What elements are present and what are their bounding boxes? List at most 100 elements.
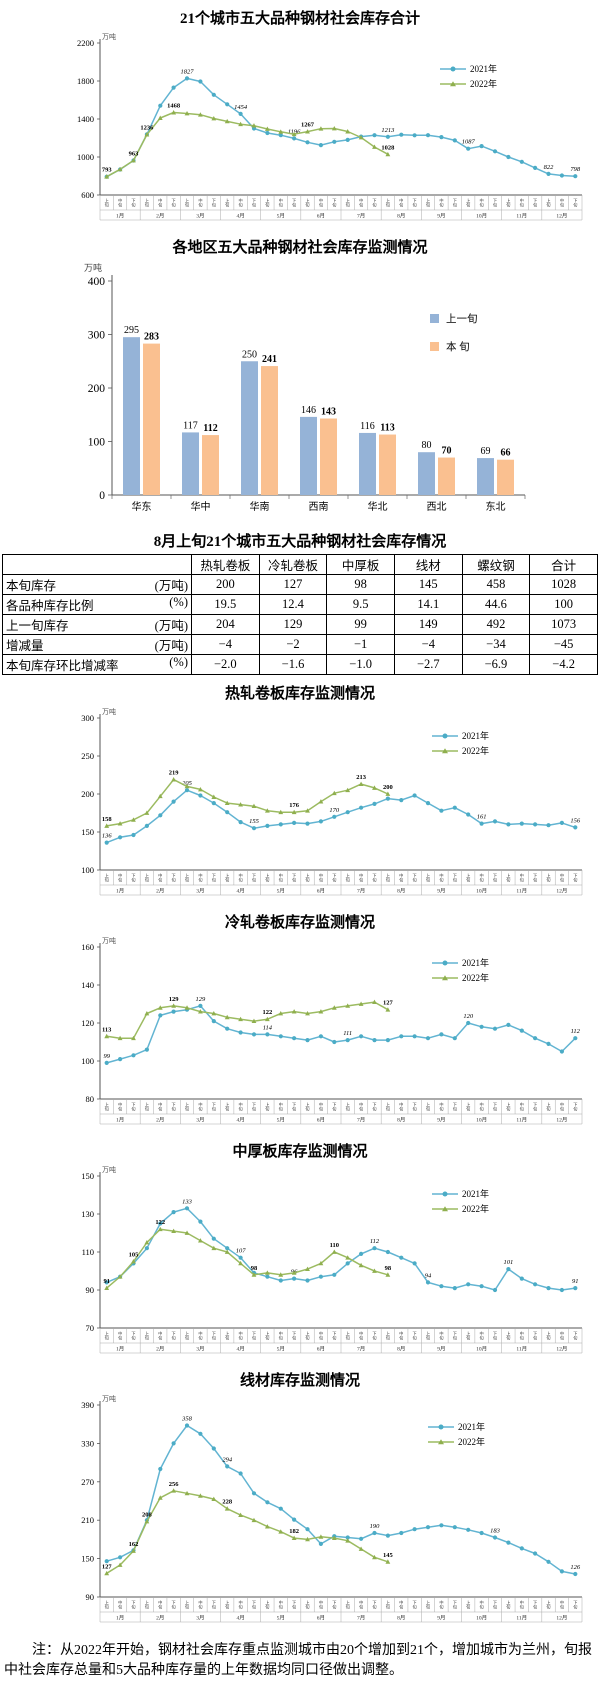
table-value-cell: 127 <box>258 574 328 595</box>
data-labels-2021年: 358 294 190 183 126 <box>181 1415 581 1570</box>
table-corner-cell <box>2 554 192 575</box>
svg-text:下旬: 下旬 <box>292 1331 296 1342</box>
svg-text:中旬: 中旬 <box>238 872 242 884</box>
row-label-cell: 本旬库存环比增减率 (%) <box>2 654 192 675</box>
svg-text:129: 129 <box>169 996 180 1003</box>
svg-text:华中: 华中 <box>191 500 211 513</box>
row-label-cell: 本旬库存 (万吨) <box>2 574 192 595</box>
svg-text:130: 130 <box>81 1209 94 1219</box>
table-value-cell: −1.6 <box>258 654 328 675</box>
svg-text:上旬: 上旬 <box>305 1599 309 1611</box>
svg-text:155: 155 <box>249 818 260 825</box>
data-labels-2021年: 99 129 114 111 120 112 <box>103 996 580 1060</box>
svg-text:中旬: 中旬 <box>399 1599 403 1611</box>
svg-text:中旬: 中旬 <box>319 872 323 884</box>
svg-text:上旬: 上旬 <box>145 1330 149 1342</box>
svg-text:113: 113 <box>380 423 394 434</box>
svg-text:下旬: 下旬 <box>493 1331 497 1342</box>
table-value-cell: 200 <box>191 574 260 595</box>
svg-text:2月: 2月 <box>156 1117 164 1124</box>
svg-text:上旬: 上旬 <box>185 872 189 884</box>
svg-text:9月: 9月 <box>437 888 445 895</box>
svg-text:下旬: 下旬 <box>292 873 296 884</box>
svg-text:70: 70 <box>442 446 452 457</box>
svg-text:295: 295 <box>124 325 139 336</box>
svg-text:上旬: 上旬 <box>265 1101 269 1113</box>
svg-text:5月: 5月 <box>277 1346 285 1353</box>
data-labels-2022年: 793 963 1236 1468 1267 1028 <box>102 103 395 174</box>
svg-text:1800: 1800 <box>77 76 94 86</box>
svg-text:中旬: 中旬 <box>118 1599 122 1611</box>
svg-text:80: 80 <box>422 440 432 451</box>
axes: 600 1000 1400 1800 2200 万吨 <box>77 32 582 200</box>
svg-text:中旬: 中旬 <box>158 197 162 209</box>
svg-text:上旬: 上旬 <box>466 1599 470 1611</box>
table-header-cell: 热轧卷板 <box>191 554 260 575</box>
table-value-cell: 149 <box>393 614 463 635</box>
svg-text:10月: 10月 <box>476 1346 487 1353</box>
svg-text:中旬: 中旬 <box>560 197 564 209</box>
svg-text:上旬: 上旬 <box>145 1599 149 1611</box>
svg-text:7月: 7月 <box>357 1615 365 1622</box>
svg-text:11月: 11月 <box>516 1117 527 1124</box>
row-label-cell: 上一旬库存 (万吨) <box>2 614 192 635</box>
svg-text:160: 160 <box>81 942 94 952</box>
svg-text:下旬: 下旬 <box>533 1600 537 1611</box>
svg-text:上旬: 上旬 <box>466 1101 470 1113</box>
svg-text:9月: 9月 <box>437 1117 445 1124</box>
svg-text:下旬: 下旬 <box>292 1600 296 1611</box>
svg-text:390: 390 <box>81 1400 94 1410</box>
cold-rolled-line-chart: 80100120140160万吨上旬中旬下旬上旬中旬下旬上旬中旬下旬上旬中旬下旬… <box>81 936 583 1125</box>
svg-text:上一旬: 上一旬 <box>446 312 478 325</box>
svg-text:127: 127 <box>102 1563 113 1570</box>
svg-text:上旬: 上旬 <box>466 197 470 209</box>
svg-text:107: 107 <box>236 1248 247 1255</box>
svg-text:上旬: 上旬 <box>265 1599 269 1611</box>
wire-rod-line-chart: 90150210270330390万吨上旬中旬下旬上旬中旬下旬上旬中旬下旬上旬中… <box>81 1394 583 1623</box>
svg-text:上旬: 上旬 <box>426 197 430 209</box>
table-value-cell: 98 <box>326 574 395 595</box>
svg-text:300: 300 <box>88 330 106 342</box>
svg-text:205: 205 <box>182 780 193 787</box>
svg-text:中旬: 中旬 <box>198 1101 202 1113</box>
chart-title-wire-rod: 线材库存监测情况 <box>239 1373 360 1389</box>
svg-text:400: 400 <box>88 276 106 288</box>
svg-text:99: 99 <box>103 1053 110 1060</box>
svg-text:下旬: 下旬 <box>332 198 336 209</box>
svg-text:下旬: 下旬 <box>131 1331 135 1342</box>
svg-text:下旬: 下旬 <box>533 198 537 209</box>
svg-text:中旬: 中旬 <box>359 1330 363 1342</box>
svg-text:3月: 3月 <box>196 1615 204 1622</box>
svg-text:上旬: 上旬 <box>145 872 149 884</box>
svg-text:2022年: 2022年 <box>462 972 489 983</box>
table-value-cell: 9.5 <box>326 594 395 615</box>
svg-text:94: 94 <box>425 1272 432 1279</box>
svg-text:330: 330 <box>81 1438 94 1448</box>
svg-text:上旬: 上旬 <box>426 1101 430 1113</box>
svg-text:150: 150 <box>81 1554 94 1564</box>
svg-text:上旬: 上旬 <box>346 872 350 884</box>
svg-text:10月: 10月 <box>476 1117 487 1124</box>
svg-text:中旬: 中旬 <box>359 1599 363 1611</box>
svg-text:270: 270 <box>81 1477 94 1487</box>
table-value-cell: −1.0 <box>326 654 395 675</box>
svg-text:中旬: 中旬 <box>238 1330 242 1342</box>
table-value-cell: −4.2 <box>529 654 598 675</box>
svg-text:2月: 2月 <box>156 213 164 220</box>
svg-text:200: 200 <box>383 784 393 791</box>
svg-text:下旬: 下旬 <box>172 1102 176 1113</box>
svg-text:下旬: 下旬 <box>212 198 216 209</box>
table-header-cell: 合计 <box>529 554 598 575</box>
svg-text:358: 358 <box>181 1415 193 1422</box>
svg-text:110: 110 <box>82 1247 94 1257</box>
svg-text:150: 150 <box>81 827 94 837</box>
svg-text:下旬: 下旬 <box>413 1102 417 1113</box>
svg-text:112: 112 <box>571 1028 581 1035</box>
svg-text:上旬: 上旬 <box>506 1330 510 1342</box>
svg-text:上旬: 上旬 <box>346 1599 350 1611</box>
svg-text:2月: 2月 <box>156 888 164 895</box>
svg-text:万吨: 万吨 <box>102 1165 116 1174</box>
svg-text:东北: 东北 <box>486 500 506 513</box>
svg-text:下旬: 下旬 <box>131 198 135 209</box>
